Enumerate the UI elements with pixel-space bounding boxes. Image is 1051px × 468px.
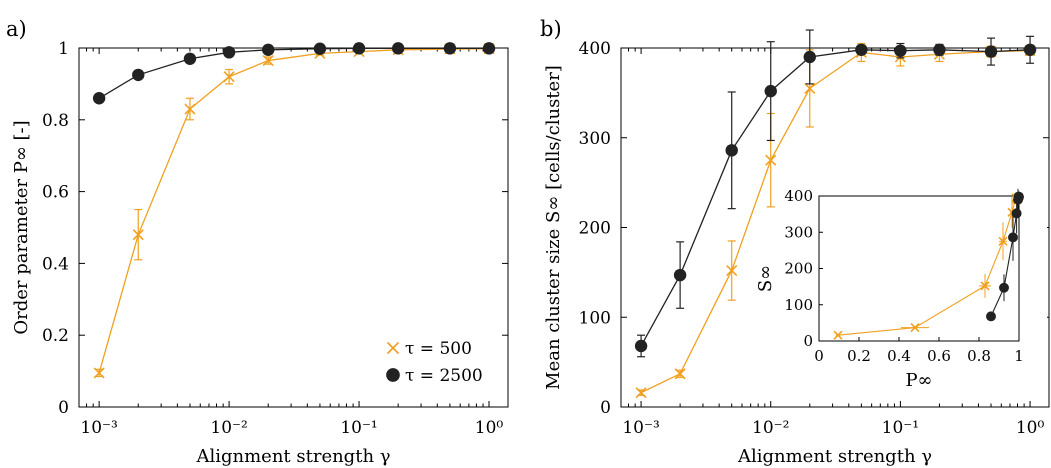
data-point	[673, 268, 687, 282]
inset-y-tick-label: 100	[784, 296, 813, 314]
data-point	[933, 43, 946, 56]
y-tick-label: 1	[58, 39, 69, 59]
inset-data-point	[999, 282, 1009, 293]
inset-data-point	[1013, 191, 1024, 202]
inset-data-point	[980, 281, 990, 291]
data-point	[635, 387, 647, 399]
x-tick-label: 10⁻²	[210, 418, 247, 438]
data-point	[222, 46, 236, 59]
inset-chart: 0 100 200 300 400 0 0.2 0.4 0.6 0.8 1 P∞ S∞	[755, 187, 1047, 395]
data-point	[765, 154, 777, 166]
inset-x-tick-label: 1	[1014, 347, 1024, 365]
data-point	[391, 42, 405, 55]
data-point	[183, 52, 197, 65]
y-tick-label: 200	[579, 219, 611, 239]
y-tick-label: 0.4	[42, 254, 69, 274]
data-point	[132, 229, 144, 241]
y-tick-label: 400	[579, 39, 611, 59]
x-tick-label: 10⁰	[1016, 418, 1045, 438]
inset-x-tick-label: 0.2	[847, 347, 871, 365]
data-point	[674, 368, 686, 380]
x-axis-label: Alignment strength γ	[195, 446, 390, 467]
x-tick-label: 10⁻¹	[882, 418, 919, 438]
y-tick-label: 0	[58, 398, 69, 418]
data-point	[313, 42, 327, 55]
data-point	[262, 43, 275, 56]
x-tick-label: 10⁻³	[622, 418, 659, 438]
x-tick-label: 10⁻¹	[340, 418, 377, 438]
y-tick-label: 0.2	[42, 326, 69, 346]
inset-background	[813, 188, 1047, 395]
data-point	[262, 54, 274, 67]
legend-label: τ = 2500	[405, 366, 483, 386]
legend-marker	[386, 341, 400, 355]
y-tick-label: 0.8	[42, 111, 69, 131]
data-point	[223, 71, 235, 83]
inset-x-tick-label: 0.6	[927, 347, 951, 365]
data-point	[92, 92, 106, 105]
inset-data-point	[833, 330, 843, 340]
inset-x-tick-label: 0	[814, 347, 824, 365]
y-tick-label: 0.6	[42, 183, 69, 203]
inset-y-tick-label: 200	[784, 260, 813, 278]
data-point	[482, 42, 496, 55]
inset-y-tick-label: 300	[784, 223, 813, 241]
x-axis-label: Alignment strength γ	[737, 446, 932, 467]
series-line	[640, 49, 1031, 347]
series-1	[634, 29, 1037, 358]
panel-label: b)	[540, 17, 562, 41]
panel-a: 0 0.2 0.4 0.6 0.8 1 10⁻³ 10⁻² 10⁻¹ 10⁰ Alignment s…	[6, 17, 509, 467]
inset-data-point	[986, 311, 996, 322]
data-point	[132, 68, 145, 82]
series-1	[92, 42, 496, 105]
inset-x-axis-label: P∞	[905, 370, 932, 391]
data-point	[352, 42, 366, 55]
inset-series-1	[986, 188, 1024, 322]
data-point	[443, 42, 457, 55]
data-point	[725, 144, 738, 157]
series-line	[640, 50, 1031, 394]
data-point	[726, 265, 738, 277]
data-point	[184, 103, 196, 115]
inset-data-point	[1008, 232, 1018, 243]
legend: τ = 500 τ = 2500	[386, 339, 483, 386]
panel-label: a)	[6, 17, 27, 41]
series-line	[98, 47, 490, 99]
data-point	[855, 43, 868, 56]
series-0	[93, 43, 495, 379]
inset-data-point	[1011, 208, 1022, 219]
data-point	[93, 367, 105, 379]
inset-x-tick-label: 0.8	[967, 347, 991, 365]
data-point	[764, 84, 777, 98]
data-point	[894, 44, 907, 57]
x-tick-label: 10⁻³	[80, 418, 117, 438]
inset-data-point	[998, 236, 1008, 246]
x-tick-label: 10⁰	[475, 418, 504, 438]
inset-x-tick-label: 0.4	[887, 347, 911, 365]
data-point	[984, 45, 998, 58]
inset-data-point	[910, 323, 920, 333]
data-point	[803, 50, 816, 64]
data-point	[634, 339, 648, 353]
inset-y-tick-label: 400	[784, 187, 813, 205]
y-axis-label: Order parameter P∞ [-]	[11, 120, 32, 334]
legend-label: τ = 500	[405, 339, 472, 359]
series-line	[98, 48, 490, 374]
legend-marker	[386, 368, 400, 382]
data-point	[1023, 43, 1037, 56]
plot-frame	[78, 47, 509, 408]
data-point	[804, 82, 816, 94]
x-tick-label: 10⁻²	[752, 418, 789, 438]
y-tick-label: 300	[579, 129, 611, 149]
y-tick-label: 0	[600, 398, 611, 418]
inset-y-tick-label: 0	[803, 332, 813, 350]
y-axis-label: Mean cluster size S∞ [cells/cluster]	[543, 65, 564, 390]
inset-y-axis-label: S∞	[755, 265, 776, 292]
y-tick-label: 100	[579, 308, 611, 328]
